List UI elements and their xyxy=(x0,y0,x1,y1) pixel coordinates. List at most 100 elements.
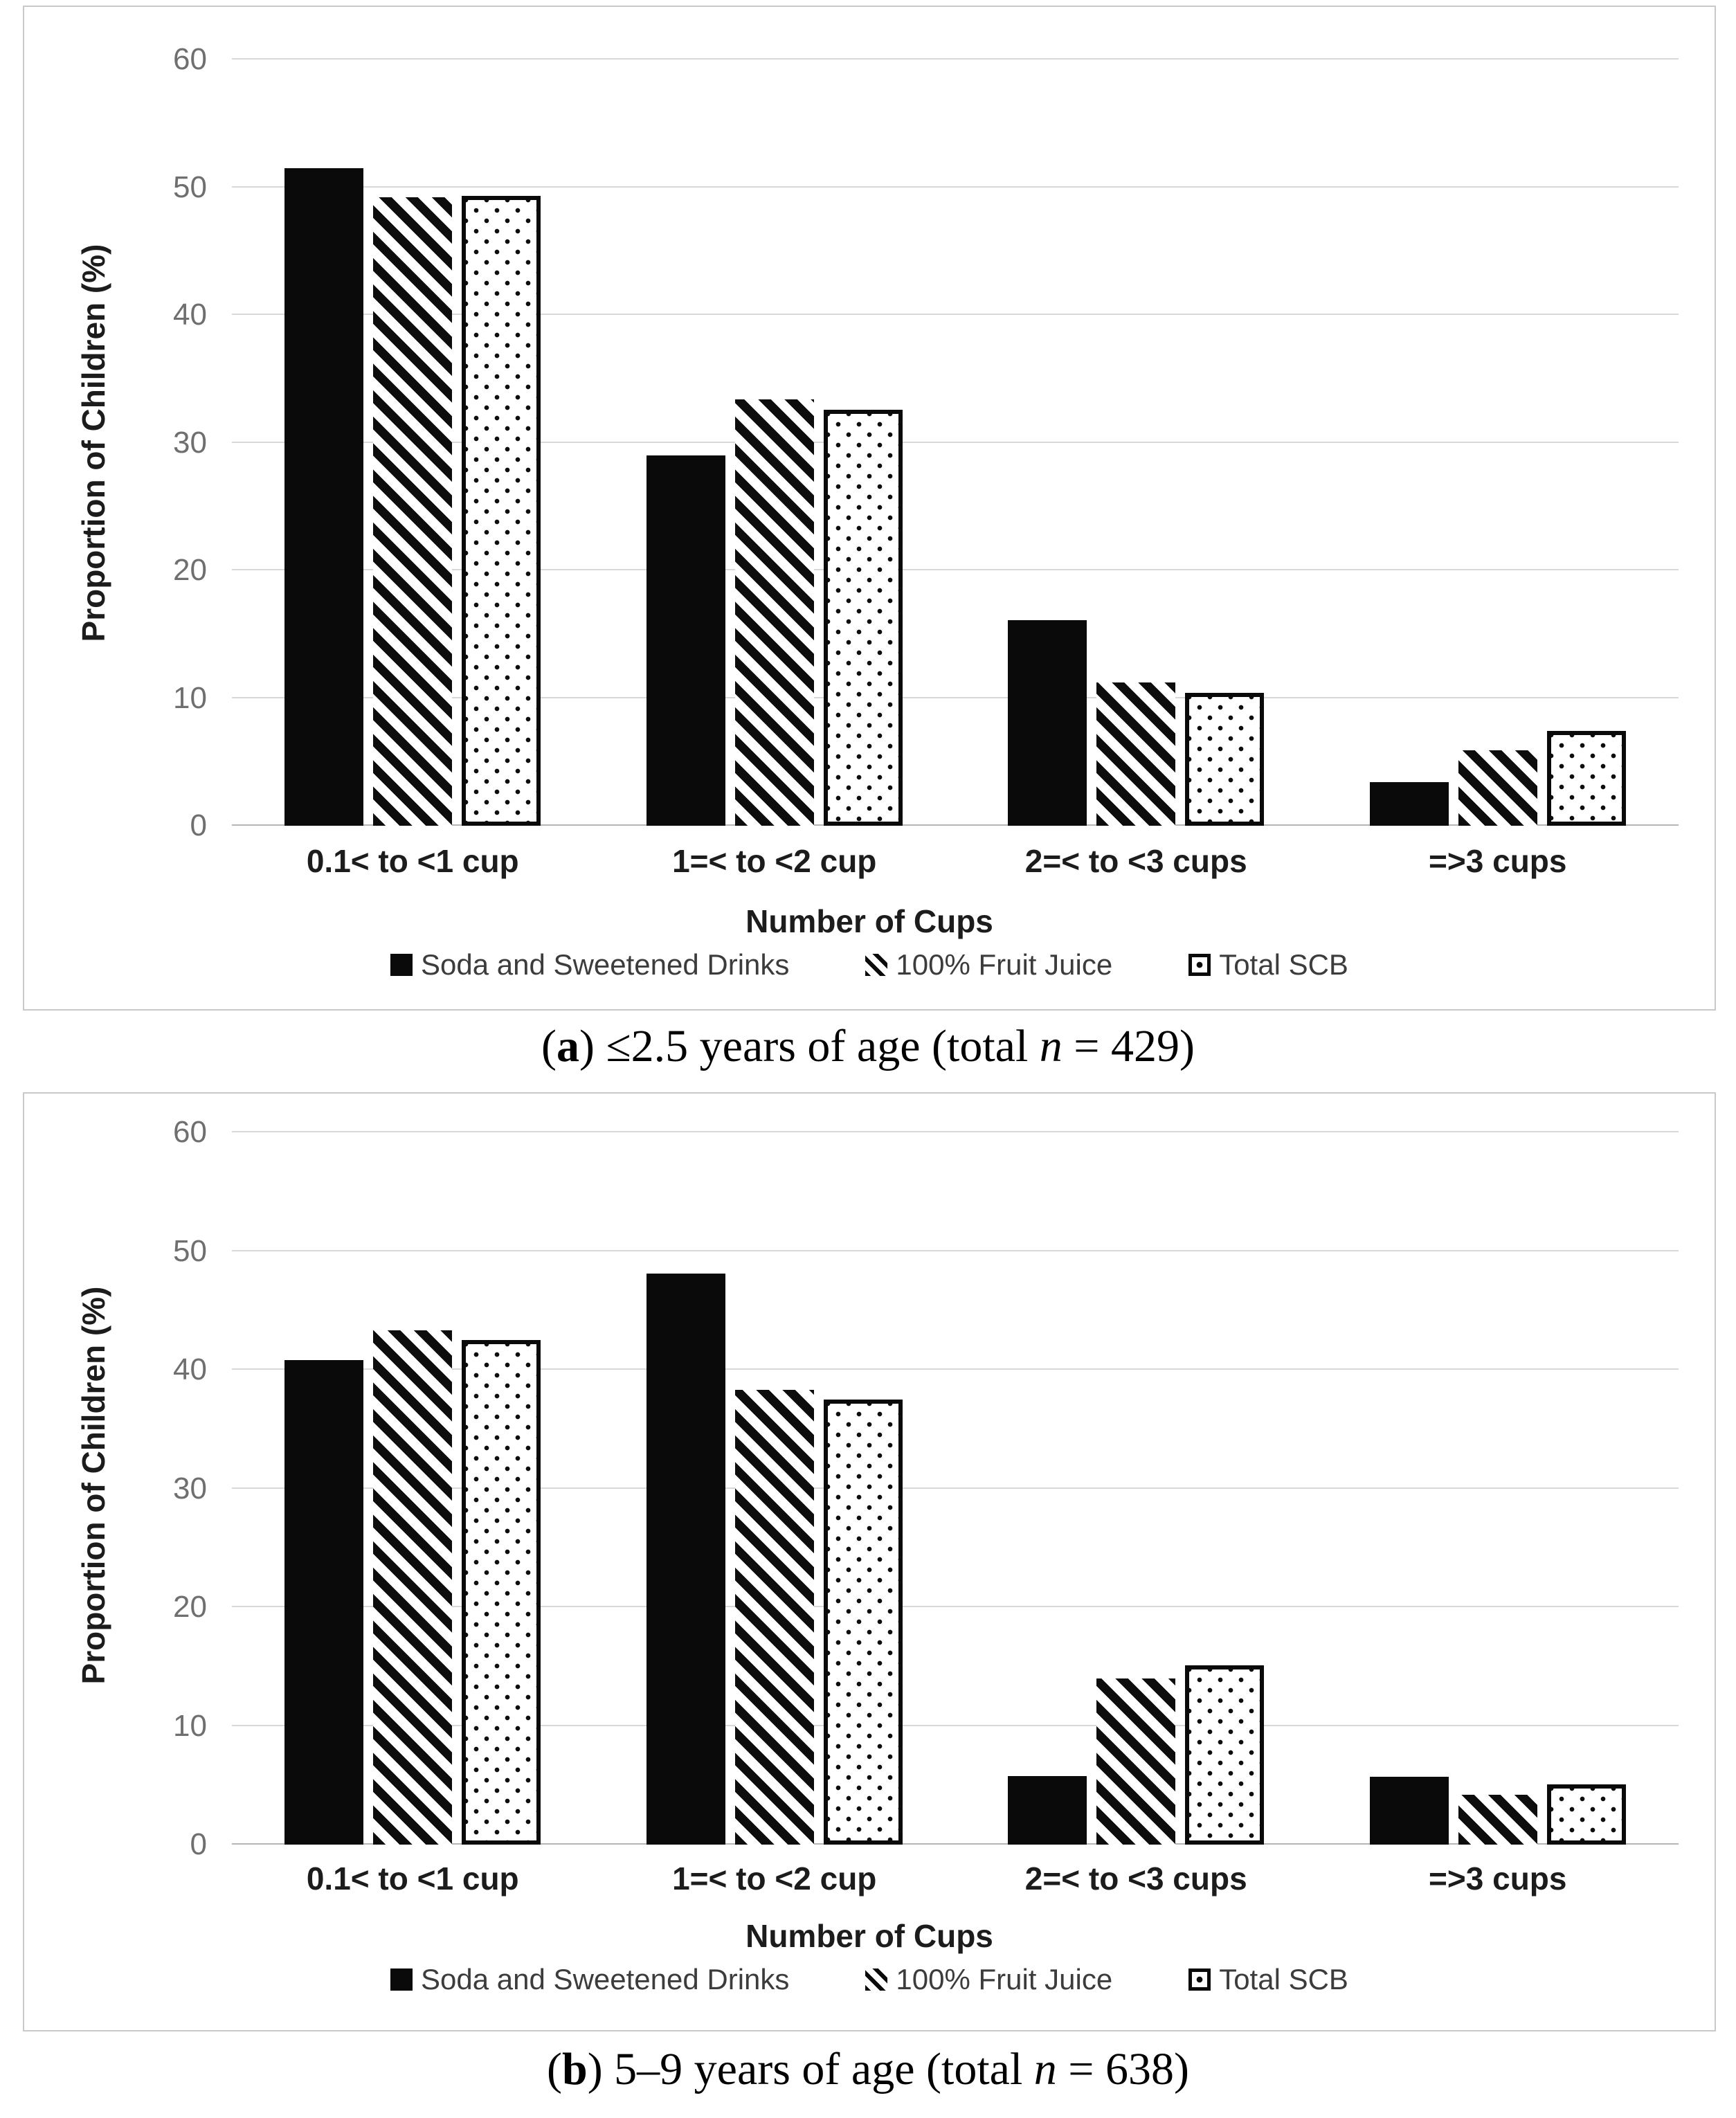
bar-b-2-hatch xyxy=(734,1390,814,1845)
y-tick-label-60: 60 xyxy=(173,1115,207,1149)
caption-b-letter: b xyxy=(561,2044,588,2094)
gridline-30 xyxy=(232,441,1679,443)
gridline-50 xyxy=(232,185,1679,188)
bar-a-1-hatch xyxy=(373,197,453,826)
bar-group-4 xyxy=(1317,60,1679,826)
x-label-b-2: 1=< to <2 cup xyxy=(672,1861,877,1897)
caption-a-open: ( xyxy=(541,1021,557,1071)
legend-item-juice: 100% Fruit Juice xyxy=(865,1963,1112,1996)
gridline-0 xyxy=(232,1843,1679,1845)
caption-b-n-symbol: n xyxy=(1033,2044,1057,2094)
y-tick-label-20: 20 xyxy=(173,553,207,587)
y-tick-label-40: 40 xyxy=(173,298,207,332)
bar-group-3 xyxy=(955,1132,1317,1845)
x-label-a-4: =>3 cups xyxy=(1429,843,1567,879)
bar-a-3-dots xyxy=(1185,693,1265,826)
caption-b-open: ( xyxy=(547,2044,562,2094)
bar-b-1-hatch xyxy=(373,1330,453,1845)
caption-a-text: ) ≤2.5 years of age (total xyxy=(579,1021,1040,1071)
gridline-20 xyxy=(232,569,1679,570)
y-tick-label-30: 30 xyxy=(173,1471,207,1505)
bar-a-2-hatch xyxy=(734,399,814,826)
gridline-60 xyxy=(232,58,1679,60)
x-label-b-3: 2=< to <3 cups xyxy=(1024,1861,1247,1897)
bar-groups xyxy=(232,1132,1679,1845)
caption-b-text: ) 5–9 years of age (total xyxy=(587,2044,1034,2094)
y-tick-label-50: 50 xyxy=(173,1233,207,1268)
plot-area-b: 0 10 20 30 40 50 60 xyxy=(173,1115,1679,1861)
gridline-50 xyxy=(232,1249,1679,1251)
y-axis-label-a: Proportion of Children (%) xyxy=(75,244,111,642)
dotted-square-icon xyxy=(1188,1968,1211,1991)
legend-label-scb: Total SCB xyxy=(1219,1963,1348,1995)
diagonal-hatch-square-icon xyxy=(865,1968,888,1991)
legend-a: Soda and Sweetened Drinks 100% Fruit Jui… xyxy=(24,948,1715,981)
bar-a-4-hatch xyxy=(1458,750,1537,826)
bar-b-4-dots xyxy=(1546,1784,1626,1845)
solid-square-icon xyxy=(390,1968,413,1991)
bar-b-4-solid xyxy=(1369,1777,1449,1845)
gridline-0 xyxy=(232,824,1679,826)
y-tick-label-50: 50 xyxy=(173,170,207,204)
bar-group-2 xyxy=(594,60,956,826)
legend-item-soda: Soda and Sweetened Drinks xyxy=(390,948,789,981)
gridline-40 xyxy=(232,1368,1679,1370)
bar-group-1 xyxy=(232,1132,594,1845)
y-tick-label-40: 40 xyxy=(173,1352,207,1386)
caption-a-end: = 429) xyxy=(1062,1021,1195,1071)
y-tick-label-20: 20 xyxy=(173,1590,207,1624)
caption-b: (b) 5–9 years of age (total n = 638) xyxy=(0,2043,1736,2096)
x-label-a-2: 1=< to <2 cup xyxy=(672,843,877,879)
y-tick-label-10: 10 xyxy=(173,1708,207,1743)
gridline-30 xyxy=(232,1487,1679,1489)
panel-a: Proportion of Children (%) 0 10 20 30 40 50 60… xyxy=(23,6,1716,1011)
caption-a: (a) ≤2.5 years of age (total n = 429) xyxy=(0,1020,1736,1073)
caption-b-end: = 638) xyxy=(1056,2044,1189,2094)
bar-a-1-dots xyxy=(462,196,541,826)
y-tick-label-0: 0 xyxy=(190,1827,207,1861)
x-label-a-1: 0.1< to <1 cup xyxy=(306,843,519,879)
bar-a-3-solid xyxy=(1008,619,1087,826)
bar-b-3-solid xyxy=(1008,1775,1087,1845)
gridline-60 xyxy=(232,1131,1679,1132)
x-label-b-1: 0.1< to <1 cup xyxy=(306,1861,519,1897)
y-tick-label-60: 60 xyxy=(173,42,207,76)
bar-b-2-solid xyxy=(646,1274,725,1845)
legend-item-scb: Total SCB xyxy=(1188,1963,1348,1996)
y-tick-label-0: 0 xyxy=(190,808,207,842)
bar-group-3 xyxy=(955,60,1317,826)
legend-item-scb: Total SCB xyxy=(1188,948,1348,981)
bar-group-2 xyxy=(594,1132,956,1845)
gridline-20 xyxy=(232,1606,1679,1607)
bar-b-1-dots xyxy=(462,1340,541,1845)
panel-b: Proportion of Children (%) 0 10 20 30 40 50 60… xyxy=(23,1092,1716,2031)
legend-label-scb: Total SCB xyxy=(1219,948,1348,981)
y-tick-label-10: 10 xyxy=(173,680,207,715)
diagonal-hatch-square-icon xyxy=(865,954,888,976)
bar-b-1-solid xyxy=(284,1360,364,1845)
caption-a-letter: a xyxy=(556,1021,579,1071)
bar-a-2-dots xyxy=(823,409,903,826)
x-axis-title-b: Number of Cups xyxy=(745,1918,993,1954)
bar-b-2-dots xyxy=(823,1399,903,1845)
y-tick-label-30: 30 xyxy=(173,425,207,460)
bar-groups xyxy=(232,60,1679,826)
bar-b-4-hatch xyxy=(1458,1794,1537,1845)
bar-b-3-dots xyxy=(1185,1665,1265,1845)
bar-b-3-hatch xyxy=(1096,1678,1176,1845)
bar-a-4-dots xyxy=(1546,731,1626,826)
bar-a-2-solid xyxy=(646,455,725,826)
legend-item-soda: Soda and Sweetened Drinks xyxy=(390,1963,789,1996)
bar-a-1-solid xyxy=(284,168,364,826)
legend-item-juice: 100% Fruit Juice xyxy=(865,948,1112,981)
caption-a-n-symbol: n xyxy=(1039,1021,1063,1071)
legend-label-soda: Soda and Sweetened Drinks xyxy=(421,948,790,981)
x-category-labels-b: 0.1< to <1 cup 1=< to <2 cup 2=< to <3 cup… xyxy=(232,1860,1679,1897)
gridline-10 xyxy=(232,1724,1679,1726)
x-category-labels-a: 0.1< to <1 cup 1=< to <2 cup 2=< to <3 cup… xyxy=(232,842,1679,880)
bar-group-4 xyxy=(1317,1132,1679,1845)
solid-square-icon xyxy=(390,954,413,976)
y-axis-label-b: Proportion of Children (%) xyxy=(75,1286,111,1685)
legend-b: Soda and Sweetened Drinks 100% Fruit Jui… xyxy=(24,1963,1715,1996)
legend-label-soda: Soda and Sweetened Drinks xyxy=(421,1963,790,1995)
